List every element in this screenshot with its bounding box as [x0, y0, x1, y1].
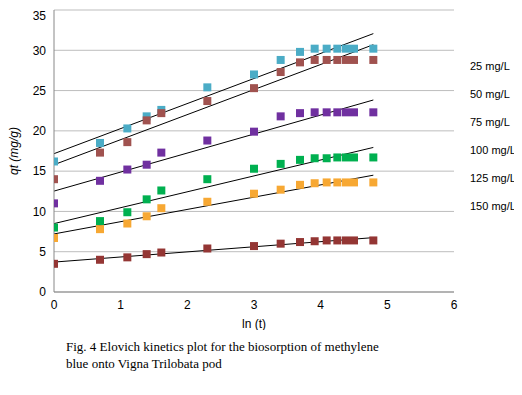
svg-text:0: 0 — [51, 298, 58, 312]
svg-text:25: 25 — [33, 84, 47, 98]
svg-text:2: 2 — [184, 298, 191, 312]
svg-text:0: 0 — [39, 285, 46, 299]
svg-text:1: 1 — [117, 298, 124, 312]
svg-text:3: 3 — [251, 298, 258, 312]
svg-text:5: 5 — [384, 298, 391, 312]
html-text:100 mg/L: 100 mg/L — [470, 144, 516, 156]
svg-text:ln (t): ln (t) — [242, 317, 266, 330]
svg-text:10: 10 — [33, 205, 47, 219]
svg-text:4: 4 — [317, 298, 324, 312]
html-text:75 mg/L: 75 mg/L — [470, 116, 510, 128]
svg-text:20: 20 — [33, 124, 47, 138]
svg-text:35: 35 — [33, 9, 47, 23]
svg-text:5: 5 — [39, 245, 46, 259]
svg-text:15: 15 — [33, 164, 47, 178]
html-text:150 mg/L: 150 mg/L — [470, 200, 516, 212]
svg-text:6: 6 — [451, 298, 458, 312]
svg-text:qt (mg/g): qt (mg/g) — [8, 127, 21, 175]
html-text:125 mg/L: 125 mg/L — [470, 172, 516, 184]
html-text:50 mg/L: 50 mg/L — [470, 88, 510, 100]
html-text:25 mg/L: 25 mg/L — [470, 60, 510, 72]
html-text:Fig. 4 Elovich kinetics plot f: Fig. 4 Elovich kinetics plot for the bio… — [66, 339, 379, 371]
svg-text:30: 30 — [33, 44, 47, 58]
